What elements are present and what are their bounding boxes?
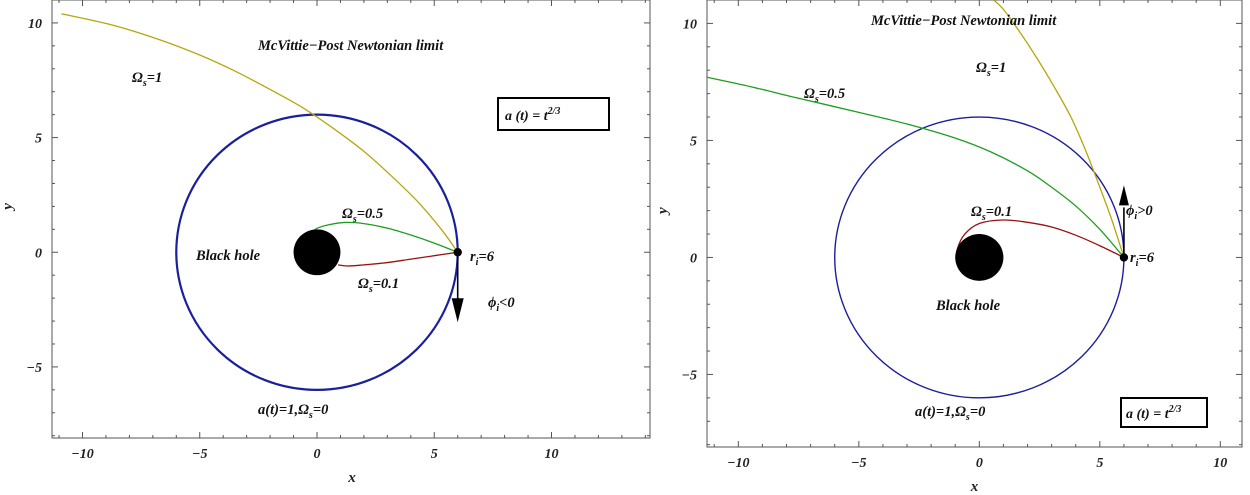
circle-orbit-label: a(t)=1,Ωs=0 <box>258 402 328 421</box>
y-tick-label: 0 <box>35 246 42 261</box>
scale-factor-box-frame <box>1120 397 1208 428</box>
y-tick-label: 10 <box>28 17 42 32</box>
scale-factor-label: a (t) = t2/3 <box>505 106 560 124</box>
omega-0.5-label: Ωs=0.5 <box>342 206 383 225</box>
omega-0.1-label: Ωs=0.1 <box>358 276 399 295</box>
x-tick-label: 0 <box>976 456 983 471</box>
x-tick-label: 10 <box>1213 456 1227 471</box>
omega-1-label: Ωs=1 <box>132 70 162 89</box>
x-tick-label: 5 <box>1096 456 1103 471</box>
y-tick-label: 5 <box>35 132 42 147</box>
omega-0.1-series <box>338 251 458 267</box>
scale-factor-box: a (t) = t2/3 <box>497 97 610 131</box>
y-tick-label: −5 <box>682 368 697 383</box>
black-hole-disk <box>293 229 341 276</box>
chart-panel-1: −10 −5 0 5 10 −5 0 5 10 x y McVittie−Post Newtonian… <box>0 0 651 486</box>
omega-1-series <box>993 0 1125 258</box>
y-axis-label: y <box>655 207 671 216</box>
x-tick-label: −5 <box>192 447 207 462</box>
chart-panel-2: −10 −5 0 5 10 −5 0 5 10 x y McVittie−Post Newtonian… <box>655 0 1243 495</box>
omega-1-series <box>61 13 459 253</box>
black-hole-label: Black hole <box>935 298 1001 314</box>
plot-area <box>61 13 459 391</box>
chart-title: McVittie−Post Newtonian limit <box>257 38 444 54</box>
x-axis-label: x <box>347 470 356 486</box>
plot-area <box>707 0 1125 399</box>
x-tick-label: 5 <box>431 447 438 462</box>
omega-0.5-label: Ωs=0.5 <box>804 86 845 105</box>
start-radius-label: ri=6 <box>470 249 495 268</box>
black-hole-label: Black hole <box>195 248 261 264</box>
chart-title: McVittie−Post Newtonian limit <box>870 13 1057 29</box>
omega-0.5-series <box>707 76 1125 258</box>
y-tick-label: 10 <box>683 17 697 32</box>
scale-factor-box-frame <box>497 97 610 131</box>
omega-0.5-series <box>314 221 458 253</box>
x-tick-label: −10 <box>727 456 749 471</box>
angular-velocity-label: ϕi>0 <box>1126 203 1153 222</box>
x-tick-label: 0 <box>313 447 320 462</box>
x-tick-label: −5 <box>851 456 866 471</box>
scale-factor-box: a (t) = t2/3 <box>1120 397 1208 428</box>
x-axis-label: x <box>970 479 979 495</box>
scale-factor-label: a (t) = t2/3 <box>1126 404 1181 422</box>
y-axis-label: y <box>0 203 16 212</box>
y-tick-label: 0 <box>690 251 697 266</box>
plot-frame <box>706 0 1243 448</box>
angular-velocity-label: ϕi<0 <box>488 295 515 314</box>
black-hole-disk <box>955 234 1004 281</box>
omega-0.1-label: Ωs=0.1 <box>971 204 1012 223</box>
x-tick-label: 10 <box>545 447 559 462</box>
velocity-arrow-head <box>1118 185 1129 206</box>
circle-orbit-label: a(t)=1,Ωs=0 <box>915 404 985 423</box>
start-radius-label: ri=6 <box>1130 250 1155 269</box>
x-tick-label: −10 <box>71 447 93 462</box>
y-tick-label: 5 <box>690 134 697 149</box>
y-tick-label: −5 <box>27 361 42 376</box>
omega-1-label: Ωs=1 <box>976 60 1006 79</box>
velocity-arrow-head <box>451 298 464 323</box>
plot-frame <box>51 0 651 439</box>
